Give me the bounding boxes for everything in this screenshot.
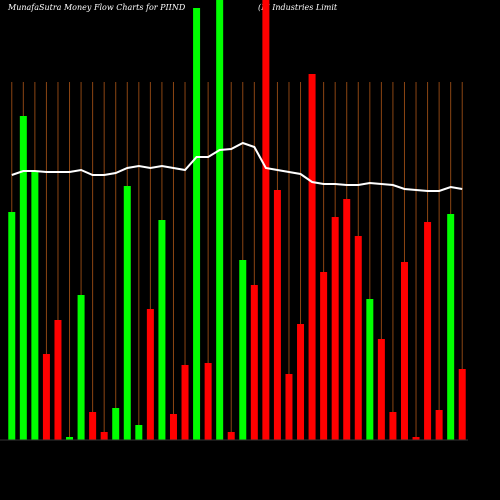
bar (204, 363, 212, 440)
bar (123, 186, 131, 440)
bar (331, 217, 339, 440)
bar (400, 262, 408, 440)
bar (181, 365, 189, 440)
bar (19, 116, 27, 440)
bar (77, 295, 85, 440)
bar (158, 220, 166, 440)
bar (458, 369, 466, 440)
money-flow-line (11, 141, 463, 192)
bar (297, 324, 305, 440)
bar (285, 374, 293, 440)
bar (377, 339, 385, 440)
bar (343, 199, 351, 440)
bar (31, 172, 39, 440)
chart-subtitle: (PI Industries Limit (258, 3, 338, 12)
bar (112, 408, 120, 440)
bar (273, 190, 281, 440)
bar (435, 410, 443, 440)
bar (447, 214, 455, 440)
bar (193, 8, 201, 440)
bar (66, 437, 74, 440)
bar (216, 0, 224, 440)
bar (8, 212, 16, 440)
bar (100, 432, 108, 440)
bar (135, 425, 143, 440)
bar (389, 412, 397, 440)
bar (262, 0, 270, 440)
bar (354, 236, 362, 440)
bar (169, 414, 177, 440)
bar (250, 285, 258, 440)
bar (366, 299, 374, 440)
bar (54, 320, 62, 440)
bar (89, 412, 97, 440)
bar (146, 309, 154, 440)
bar (239, 260, 247, 440)
bar (424, 222, 432, 440)
bar (308, 74, 316, 440)
bar (42, 354, 50, 440)
bar (227, 432, 235, 440)
bar (320, 272, 328, 440)
bar (412, 437, 420, 440)
chart-title: MunafaSutra Money Flow Charts for PIIND (7, 3, 186, 12)
